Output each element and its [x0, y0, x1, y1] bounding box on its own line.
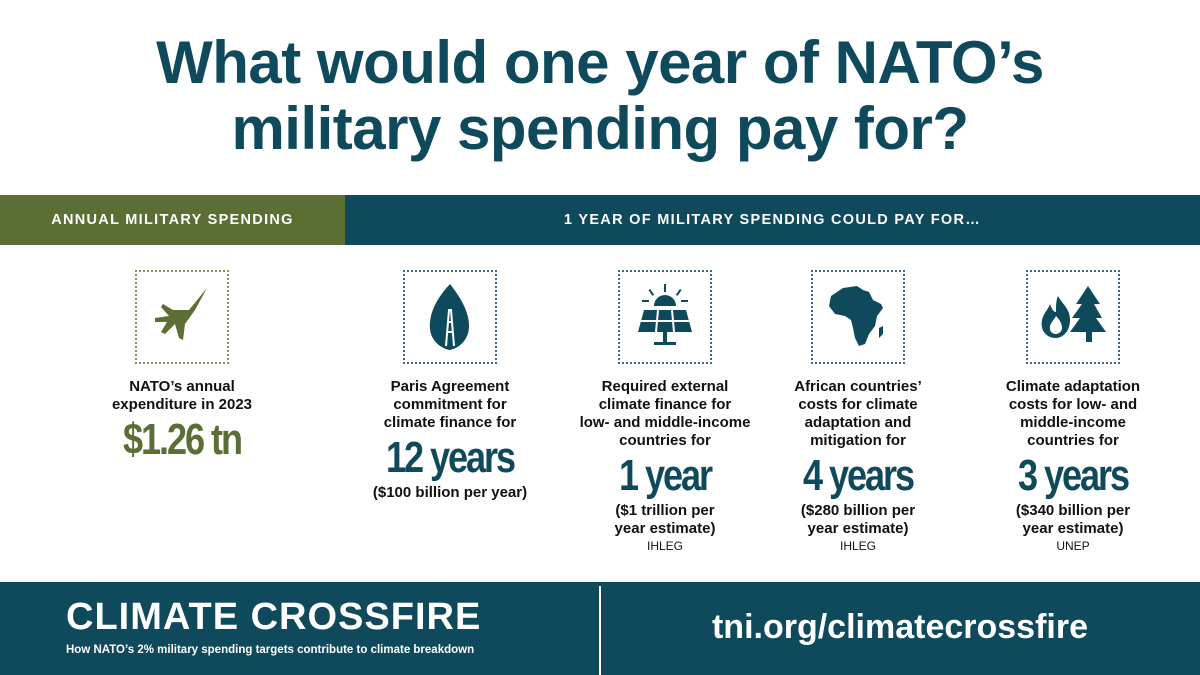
column-external-climate-finance: Required external climate finance for lo… — [575, 270, 755, 554]
column-nato-expenditure: NATO’s annual expenditure in 2023 $1.26 … — [92, 270, 272, 464]
could-pay-for-band: 1 YEAR OF MILITARY SPENDING COULD PAY FO… — [345, 195, 1200, 245]
icon-frame — [811, 270, 905, 364]
source-label: UNEP — [1056, 539, 1090, 553]
value-big: 12 years — [385, 433, 516, 482]
brand-name: CLIMATE CROSSFIRE — [66, 596, 482, 638]
page-title: What would one year of NATO’s military s… — [0, 30, 1200, 162]
footer-divider — [599, 586, 601, 675]
source-label: IHLEG — [646, 539, 683, 553]
leaf-eiffel-icon — [429, 284, 469, 350]
column-african-countries: African countries’ costs for climate ada… — [768, 270, 948, 554]
value-big: 3 years — [1017, 451, 1130, 500]
icon-frame — [403, 270, 497, 364]
value-big: 4 years — [802, 451, 915, 500]
forest-fire-icon — [1041, 286, 1106, 342]
source-label: IHLEG — [839, 539, 876, 553]
column-climate-adaptation: Climate adaptation costs for low- and mi… — [983, 270, 1163, 554]
title-line-1: What would one year of NATO’s — [156, 29, 1044, 96]
brand-tagline: How NATO’s 2% military spending targets … — [66, 644, 475, 656]
icon-frame — [1026, 270, 1120, 364]
africa-map-icon — [829, 286, 883, 346]
value-big: 1 year — [618, 451, 713, 500]
solar-panel-icon — [638, 284, 692, 345]
title-line-2: military spending pay for? — [231, 95, 969, 162]
column-paris-agreement: Paris Agreement commitment for climate f… — [360, 270, 540, 502]
icon-frame — [618, 270, 712, 364]
fighter-jet-icon — [155, 288, 207, 340]
annual-spending-band: ANNUAL MILITARY SPENDING — [0, 195, 345, 245]
website-link[interactable]: tni.org/climatecrossfire — [711, 608, 1088, 646]
value-big: $1.26 tn — [123, 415, 243, 464]
icon-frame — [135, 270, 229, 364]
